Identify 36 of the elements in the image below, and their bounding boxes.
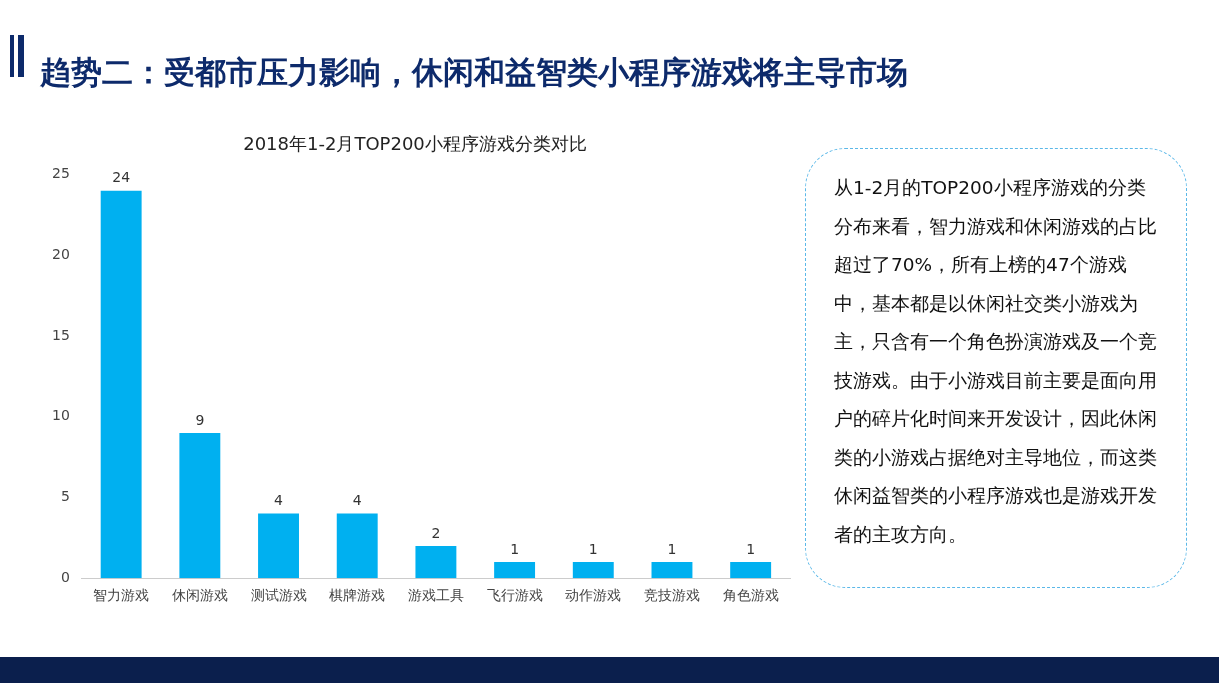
y-tick-label: 15 (51, 326, 70, 343)
y-tick-label: 0 (60, 568, 70, 585)
chart-title: 趋势二：受都市压力影响，休闲和益智类小程序游戏将主导市场 (40, 53, 908, 92)
data-label: 1 (510, 540, 520, 557)
bar (415, 545, 457, 579)
y-tick-label: 25 (51, 165, 70, 182)
chart-subtitle: 2018年1-2月TOP200小程序游戏分类对比 (243, 133, 587, 155)
x-tick-label: 智力游戏 (93, 587, 150, 604)
data-label: 1 (746, 540, 756, 557)
data-label: 24 (112, 169, 131, 186)
x-tick-label: 棋牌游戏 (329, 587, 386, 604)
bar (494, 562, 536, 579)
bar (651, 562, 693, 579)
data-label: 2 (431, 524, 441, 541)
bar (258, 513, 299, 579)
x-tick-label: 飞行游戏 (486, 587, 543, 604)
x-tick-label: 游戏工具 (407, 587, 464, 604)
data-label: 9 (195, 411, 205, 428)
bar (100, 190, 142, 579)
y-tick-label: 20 (51, 245, 70, 262)
bar (336, 513, 378, 579)
x-tick-label: 测试游戏 (250, 587, 307, 604)
bar (179, 432, 221, 579)
x-tick-label: 角色游戏 (722, 587, 779, 604)
data-label: 4 (352, 492, 362, 509)
bar (730, 562, 772, 579)
data-label: 1 (588, 540, 598, 557)
data-label: 1 (667, 540, 677, 557)
bar (572, 562, 614, 579)
x-tick-label: 竞技游戏 (643, 587, 700, 604)
x-tick-label: 动作游戏 (565, 587, 622, 604)
data-label: 4 (274, 492, 284, 509)
text: 从1-2月的TOP200小程序游戏的分类分布来看，智力游戏和休闲游戏的占比超过了70%，所有上榜的47个游戏中，基本都是以休闲社交类小游戏为主，只含有一个角色扮演游戏及一个竞技游戏。由于小游戏目前主要是面向用户的碎片化时间来开发设计，因此休闲类的小游戏占据绝对主导地位，而这类休闲益智类的小程序游戏也是游戏开发者的主攻方向。 (834, 177, 1157, 545)
y-tick-label: 10 (51, 407, 70, 424)
x-tick-label: 休闲游戏 (171, 587, 228, 604)
y-tick-label: 5 (60, 488, 70, 505)
